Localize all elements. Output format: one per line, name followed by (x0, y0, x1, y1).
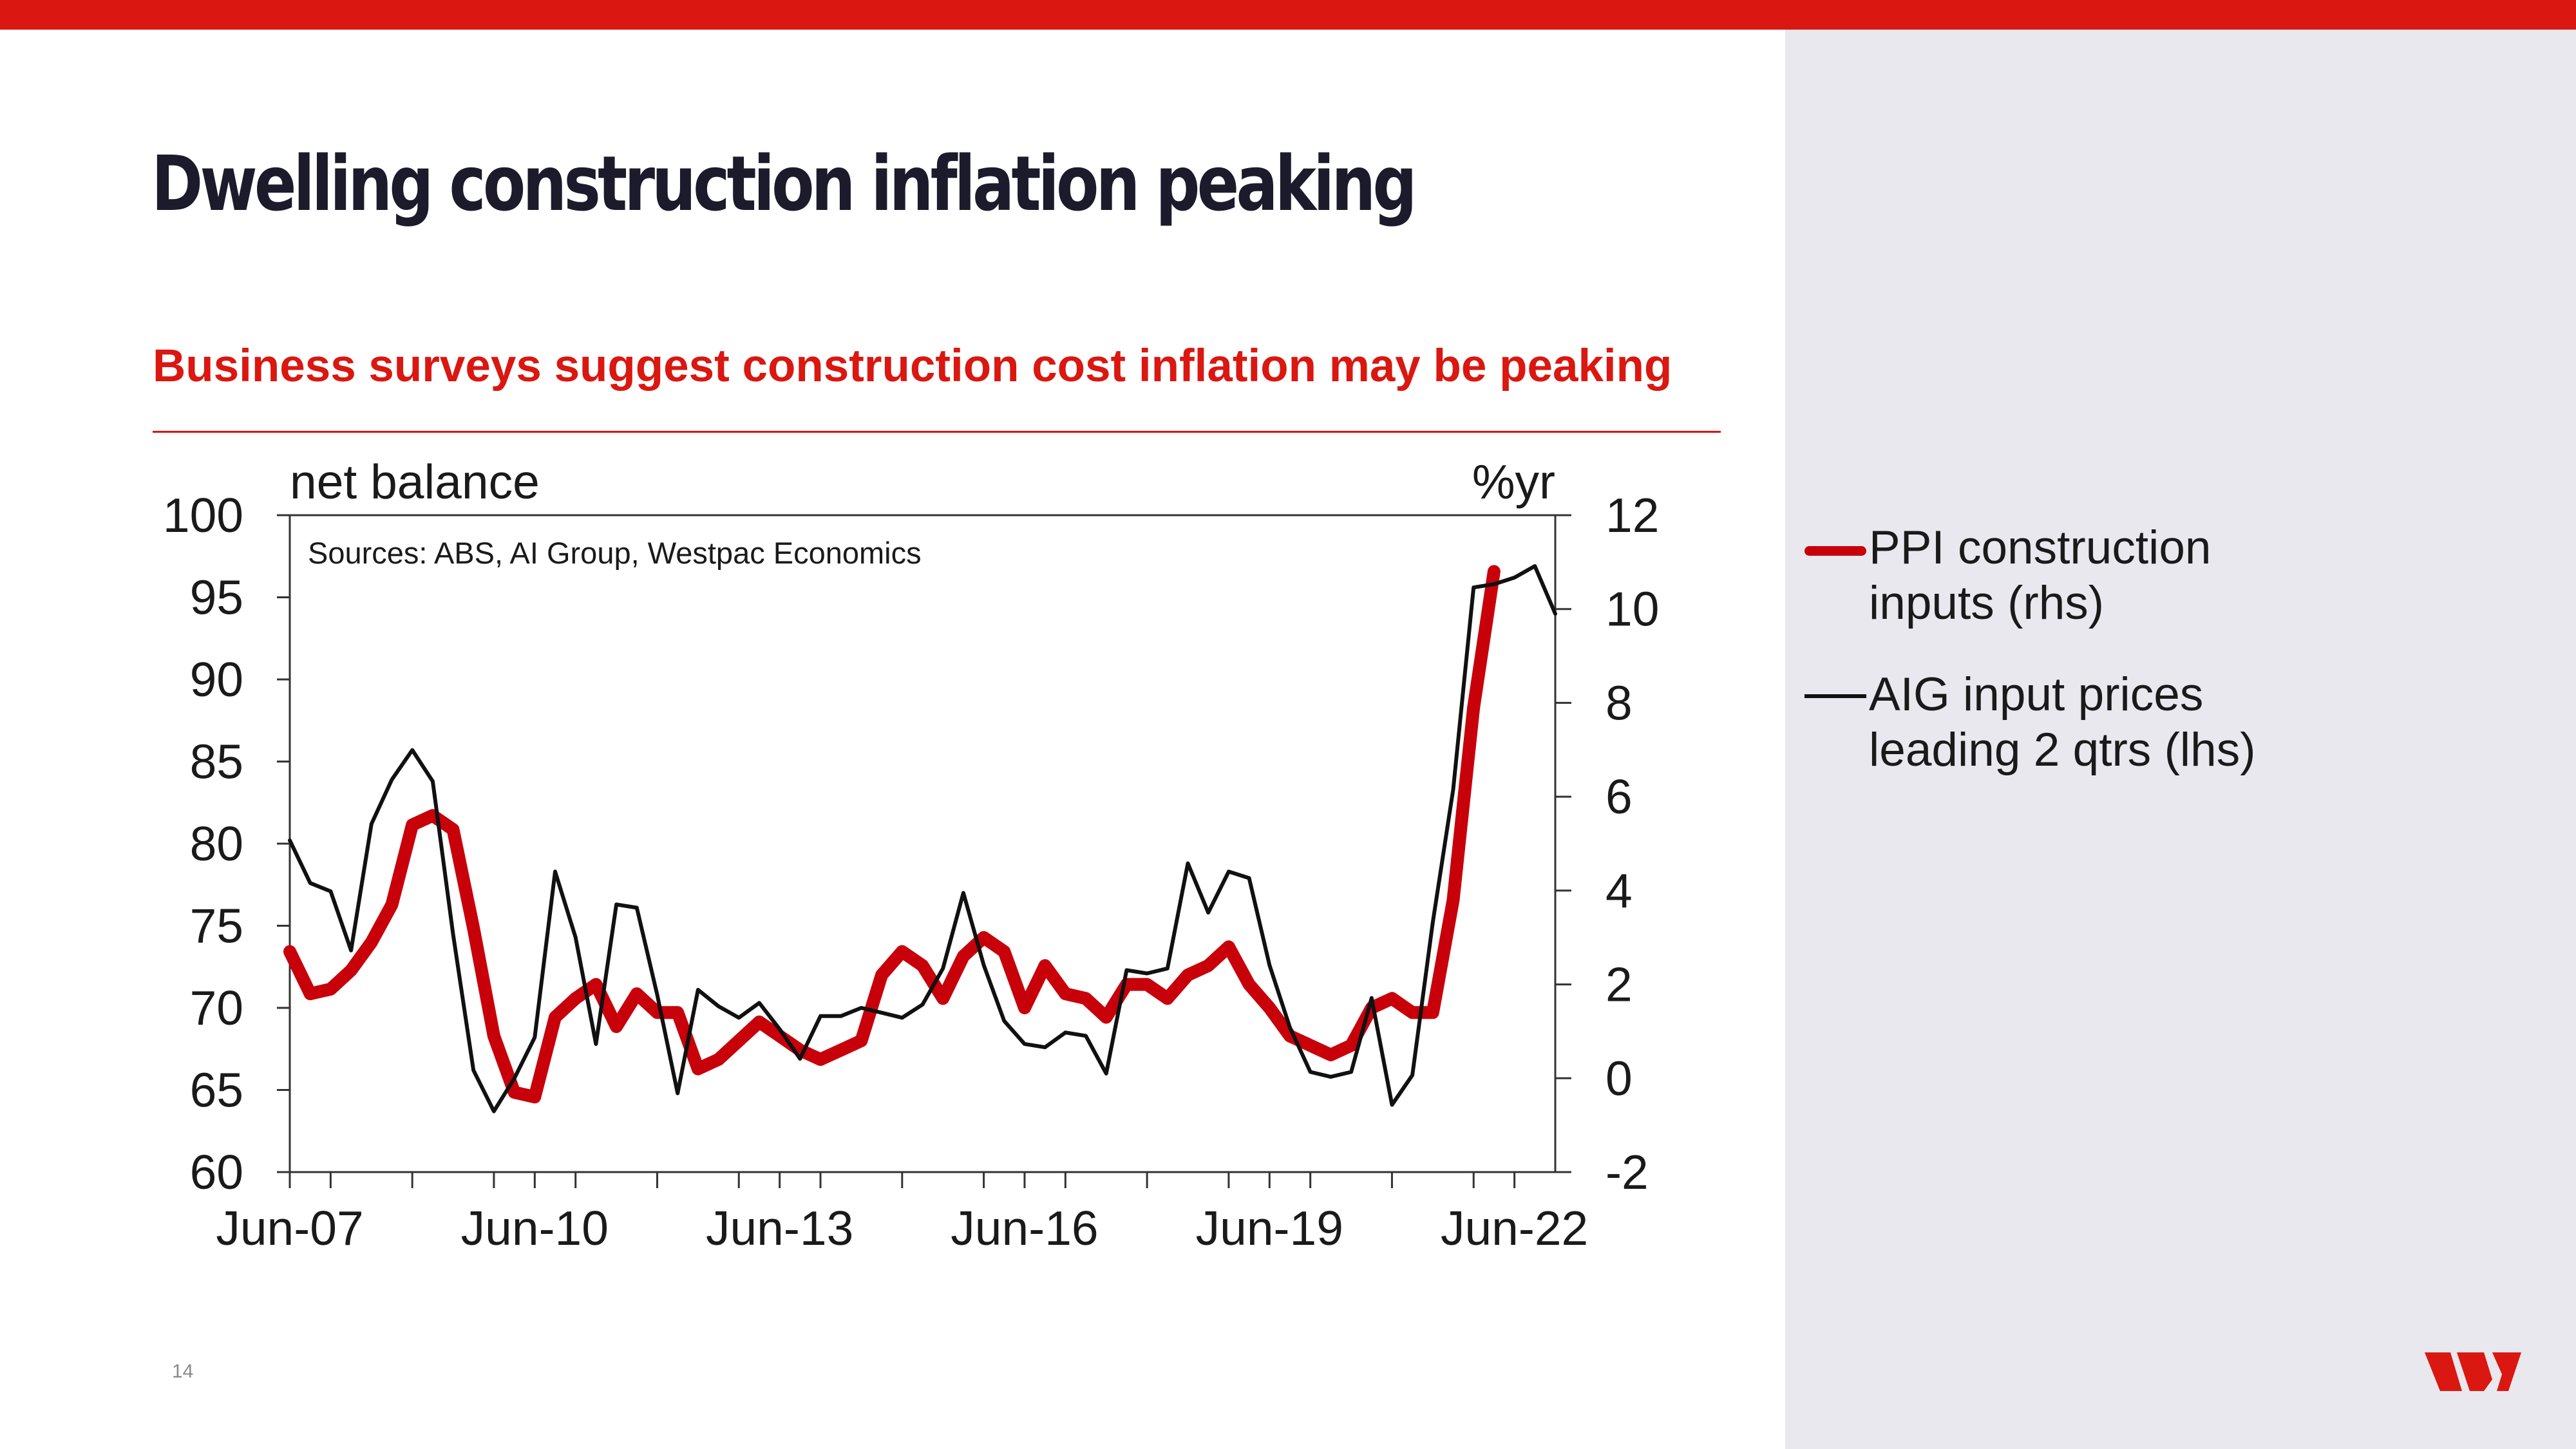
series-line-ppi (283, 565, 1501, 1104)
series-layer (283, 564, 1557, 1113)
title-divider (153, 431, 1721, 433)
right-axis-tick-label: 4 (1605, 864, 1633, 918)
right-axis-tick-label: 10 (1605, 582, 1659, 636)
plot-frame (289, 514, 1557, 1173)
page-number: 14 (172, 1361, 194, 1382)
x-axis-tick-label: Jun-07 (216, 1201, 363, 1255)
left-axis-tick-label: 60 (190, 1145, 243, 1199)
right-axis-tick-label: 0 (1605, 1051, 1633, 1105)
page-title: Dwelling construction inflation peaking (151, 139, 1417, 228)
chart-subtitle: Business surveys suggest construction co… (153, 341, 1672, 392)
right-axis-tick-label: 12 (1605, 488, 1659, 542)
left-axis-tick-label: 80 (190, 817, 243, 871)
x-axis-tick-label: Jun-22 (1441, 1201, 1588, 1255)
legend-label-aig: AIG input prices leading 2 qtrs (lhs) (1869, 668, 2256, 776)
legend-swatch-red (1804, 546, 1866, 556)
legend-label-ppi: PPI construction inputs (rhs) (1869, 522, 2211, 629)
left-axis-tick-label: 90 (190, 652, 243, 706)
left-axis-tick-label: 100 (163, 488, 243, 542)
left-axis-tick-label: 75 (190, 899, 243, 953)
series-line-aig (288, 564, 1557, 1113)
right-axis-tick-label: 6 (1605, 770, 1633, 824)
right-axis: -2 0 2 4 6 8 10 12 (1555, 488, 1659, 1199)
right-axis-unit-label: %yr (1472, 455, 1555, 509)
westpac-w-logo (2425, 1352, 2521, 1391)
left-axis: 60 65 70 75 80 85 90 95 100 (163, 488, 290, 1199)
side-panel (1785, 30, 2576, 1449)
x-axis-tick-label: Jun-19 (1196, 1201, 1343, 1255)
x-axis: Jun-07 Jun-10 Jun-13 Jun-16 Jun-19 Jun-22 (216, 1172, 1588, 1255)
left-axis-tick-label: 85 (190, 735, 243, 789)
source-note: Sources: ABS, AI Group, Westpac Economic… (308, 536, 922, 570)
x-axis-tick-label: Jun-16 (951, 1201, 1098, 1255)
right-axis-tick-label: -2 (1605, 1145, 1649, 1199)
legend-swatch-black (1804, 694, 1866, 698)
top-accent-bar (0, 0, 2576, 30)
right-axis-tick-label: 2 (1605, 958, 1633, 1012)
left-axis-tick-label: 95 (190, 571, 243, 625)
left-axis-tick-label: 70 (190, 981, 243, 1035)
left-axis-tick-label: 65 (190, 1063, 243, 1117)
x-axis-tick-label: Jun-13 (706, 1201, 853, 1255)
left-axis-unit-label: net balance (290, 455, 540, 509)
right-axis-tick-label: 8 (1605, 676, 1633, 730)
x-axis-tick-label: Jun-10 (461, 1201, 609, 1255)
